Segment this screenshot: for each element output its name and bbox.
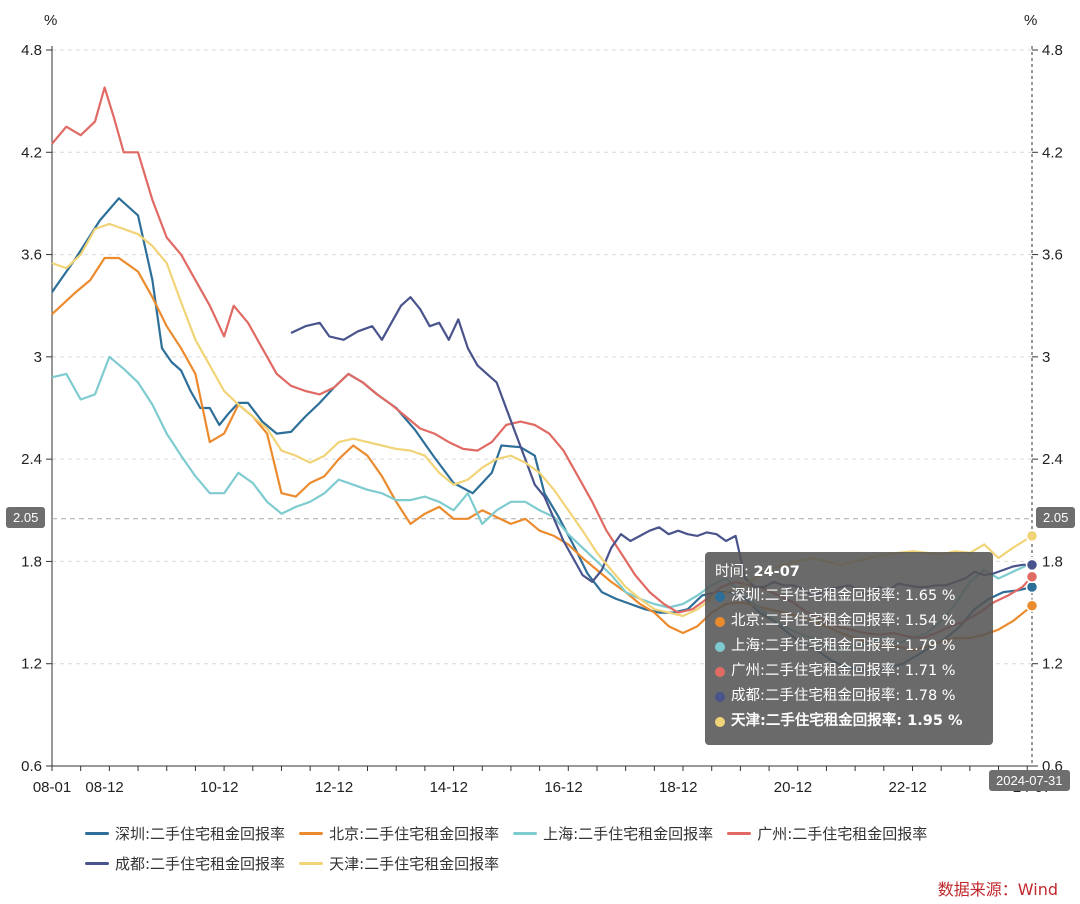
tooltip-title-label: 时间: xyxy=(715,564,749,580)
tooltip-row: 成都:二手住宅租金回报率: 1.78 % xyxy=(715,684,983,709)
series-line xyxy=(290,296,1032,597)
y-tick-label-left: 4.8 xyxy=(21,42,42,59)
series-end-marker xyxy=(1025,580,1039,594)
legend-label: 广州:二手住宅租金回报率 xyxy=(757,824,928,843)
tooltip-dot xyxy=(715,616,725,627)
legend-item[interactable]: 天津:二手住宅租金回报率 xyxy=(299,848,499,878)
tooltip-row-text: 天津:二手住宅租金回报率: 1.95 % xyxy=(731,713,963,729)
y-tick-label-left: 3 xyxy=(34,349,42,366)
tooltip-row-text: 成都:二手住宅租金回报率: 1.78 % xyxy=(731,688,956,704)
legend-swatch xyxy=(299,831,324,835)
x-tick-label: 08-12 xyxy=(85,779,123,796)
tooltip-row: 北京:二手住宅租金回报率: 1.54 % xyxy=(715,609,983,634)
series-end-marker xyxy=(1025,529,1039,543)
y-tick-label-right: 1.8 xyxy=(1042,553,1063,570)
series-end-marker xyxy=(1025,558,1039,572)
tooltip-row-text: 广州:二手住宅租金回报率: 1.71 % xyxy=(731,663,956,679)
y-tick-label-left: 0.6 xyxy=(21,758,42,775)
tooltip-row-text: 上海:二手住宅租金回报率: 1.79 % xyxy=(731,638,956,654)
tooltip-row: 上海:二手住宅租金回报率: 1.79 % xyxy=(715,634,983,659)
x-tick-label: 10-12 xyxy=(200,779,238,796)
legend-swatch xyxy=(85,861,109,865)
y-tick-label-right: 2.4 xyxy=(1042,451,1063,468)
y-tick-label-left: 3.6 xyxy=(21,247,42,264)
tooltip: 时间: 24-07 深圳:二手住宅租金回报率: 1.65 % 北京:二手住宅租金回… xyxy=(705,552,993,745)
x-tick-label: 22-12 xyxy=(889,779,927,796)
legend-item[interactable]: 深圳:二手住宅租金回报率 xyxy=(85,818,285,848)
legend-label: 上海:二手住宅租金回报率 xyxy=(543,824,714,843)
legend-label: 天津:二手住宅租金回报率 xyxy=(329,854,500,873)
legend-label: 成都:二手住宅租金回报率 xyxy=(115,854,286,873)
x-tick-label: 18-12 xyxy=(659,779,697,796)
tooltip-row: 天津:二手住宅租金回报率: 1.95 % xyxy=(715,709,983,734)
x-tick-label: 08-01 xyxy=(33,779,71,796)
tooltip-title-value: 24-07 xyxy=(753,564,800,580)
x-tick-label: 12-12 xyxy=(315,779,353,796)
series-end-marker xyxy=(1025,570,1039,584)
legend-swatch xyxy=(513,831,538,835)
legend-swatch xyxy=(727,831,752,835)
series-end-marker xyxy=(1025,599,1039,613)
y-tick-label-right: 3 xyxy=(1042,349,1050,366)
legend: 深圳:二手住宅租金回报率 北京:二手住宅租金回报率 上海:二手住宅租金回报率 广州:二… xyxy=(85,818,1045,878)
tooltip-row: 深圳:二手住宅租金回报率: 1.65 % xyxy=(715,584,983,609)
crosshair-date: 2024-07-31 xyxy=(989,770,1070,791)
tooltip-dot xyxy=(715,666,725,677)
legend-label: 深圳:二手住宅租金回报率 xyxy=(115,824,286,843)
legend-item[interactable]: 广州:二手住宅租金回报率 xyxy=(727,818,927,848)
y-tick-label-right: 4.8 xyxy=(1042,42,1063,59)
legend-item[interactable]: 上海:二手住宅租金回报率 xyxy=(513,818,713,848)
x-tick-label: 16-12 xyxy=(544,779,582,796)
x-tick-label: 20-12 xyxy=(774,779,812,796)
tooltip-dot xyxy=(715,591,725,602)
tooltip-title: 时间: 24-07 xyxy=(715,561,983,584)
legend-item[interactable]: 成都:二手住宅租金回报率 xyxy=(85,848,285,878)
legend-swatch xyxy=(85,831,109,835)
tooltip-dot xyxy=(715,691,725,702)
y-tick-label-left: 1.8 xyxy=(21,553,42,570)
tooltip-dot xyxy=(715,641,725,652)
y-tick-label-right: 4.2 xyxy=(1042,144,1063,161)
y-unit-left: % xyxy=(44,12,57,29)
crosshair-value-left: 2.05 xyxy=(6,507,46,528)
tooltip-row-text: 北京:二手住宅租金回报率: 1.54 % xyxy=(731,613,956,629)
legend-swatch xyxy=(299,861,324,865)
y-unit-right: % xyxy=(1024,12,1037,29)
y-tick-label-right: 3.6 xyxy=(1042,247,1063,264)
x-tick-label: 14-12 xyxy=(430,779,468,796)
y-tick-label-left: 2.4 xyxy=(21,451,42,468)
legend-item[interactable]: 北京:二手住宅租金回报率 xyxy=(299,818,499,848)
legend-label: 北京:二手住宅租金回报率 xyxy=(329,824,500,843)
data-source: 数据来源：Wind xyxy=(937,880,1058,899)
y-tick-label-left: 1.2 xyxy=(21,656,42,673)
tooltip-dot xyxy=(715,716,725,727)
tooltip-row: 广州:二手住宅租金回报率: 1.71 % xyxy=(715,659,983,684)
y-tick-label-right: 1.2 xyxy=(1042,656,1063,673)
tooltip-row-text: 深圳:二手住宅租金回报率: 1.65 % xyxy=(731,588,956,604)
crosshair-value-right: 2.05 xyxy=(1036,507,1076,528)
y-tick-label-left: 4.2 xyxy=(21,144,42,161)
